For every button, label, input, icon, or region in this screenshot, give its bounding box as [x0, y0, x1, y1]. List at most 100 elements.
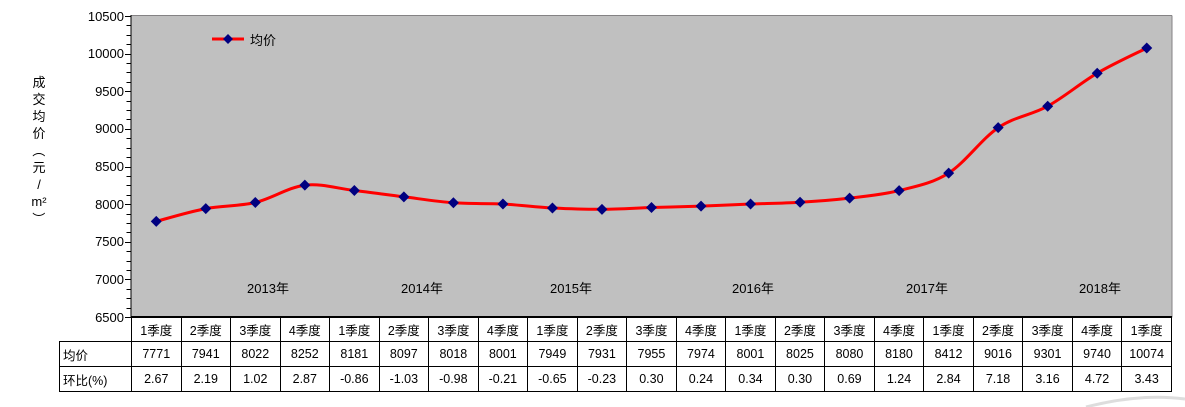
table-value-cell: -0.98 [428, 366, 479, 392]
table-value-cell: 8080 [824, 341, 875, 367]
quarter-header-cell: 1季度 [131, 316, 182, 342]
table-value-cell: 2.19 [180, 366, 232, 392]
quarter-header-cell: 1季度 [527, 316, 578, 342]
data-point-marker [1042, 100, 1054, 112]
quarter-header-cell: 3季度 [824, 316, 875, 342]
table-value-cell: -0.23 [576, 366, 628, 392]
data-point-marker [249, 196, 261, 208]
table-corner-cell [60, 317, 132, 342]
data-point-marker [844, 192, 856, 204]
table-value-cell: -1.03 [378, 366, 430, 392]
table-value-cell: 1.24 [873, 366, 925, 392]
y-tick-label: 9500 [95, 83, 124, 99]
table-value-cell: 8018 [428, 341, 479, 367]
quarter-header-cell: 4季度 [477, 316, 529, 342]
quarter-header-cell: 4季度 [279, 316, 331, 342]
table-value-cell: 2.84 [923, 366, 974, 392]
quarter-header-cell: 2季度 [180, 316, 232, 342]
data-point-marker [596, 203, 608, 215]
quarter-header-cell: 2季度 [576, 316, 628, 342]
quarter-header-cell: 2季度 [774, 316, 826, 342]
table-value-cell: 8181 [329, 341, 380, 367]
legend-label: 均价 [250, 32, 277, 48]
quarter-header-cell: 1季度 [329, 316, 380, 342]
y-axis-title-char: ） [31, 211, 47, 226]
table-value-cell: 0.30 [626, 366, 677, 392]
table-value-cell: 7931 [576, 341, 628, 367]
quarter-header-cell: 1季度 [923, 316, 974, 342]
quarter-header-cell: 1季度 [725, 316, 776, 342]
table-row: 环比(%) 2.67 2.19 1.02 2.87 -0.86 -1.03 -0.98 -0.2… [59, 366, 1172, 392]
data-point-marker [646, 202, 657, 214]
year-label: 2013年 [247, 281, 289, 296]
y-axis-title-char: 交 [32, 92, 46, 107]
data-point-marker [200, 203, 212, 215]
y-axis-title-char: 均 [32, 109, 46, 124]
year-label: 2018年 [1079, 281, 1121, 296]
quarter-header-cell: 2季度 [378, 316, 430, 342]
table-value-cell: 9301 [1022, 341, 1073, 367]
table-value-cell: 7.18 [972, 366, 1024, 392]
quarter-header-cell: 3季度 [626, 316, 677, 342]
table-value-cell: 10074 [1121, 341, 1172, 367]
quarter-header-cell: 4季度 [675, 316, 727, 342]
y-tick-label: 7500 [95, 234, 124, 250]
y-axis-title-char: m² [31, 194, 47, 209]
table-value-cell: -0.65 [527, 366, 578, 392]
table-value-cell: 8097 [378, 341, 430, 367]
table-value-cell: 3.16 [1022, 366, 1073, 392]
table-row: 均价 7771 7941 8022 8252 8181 8097 8018 8001 7949 79… [59, 341, 1172, 367]
table-value-cell: 1.02 [230, 366, 281, 392]
y-axis-title-char: （ [31, 143, 47, 158]
table-value-cell: 3.43 [1121, 366, 1172, 392]
y-axis-title: 成交均价 （ 元 / m² ） [26, 74, 52, 227]
table-value-cell: 7941 [180, 341, 232, 367]
quarter-header-cell: 4季度 [873, 316, 925, 342]
table-value-cell: 7949 [527, 341, 578, 367]
table-value-cell: 8001 [725, 341, 776, 367]
y-tick-label: 9000 [95, 121, 124, 137]
y-tick-label: 8000 [95, 196, 124, 212]
data-point-marker [1091, 67, 1103, 79]
data-point-marker [745, 198, 757, 210]
table-value-cell: 0.24 [675, 366, 727, 392]
data-point-marker [497, 198, 509, 210]
data-point-marker [299, 179, 311, 191]
data-point-marker [943, 167, 955, 179]
y-axis-title-char: 价 [32, 126, 46, 141]
table-value-cell: 0.30 [774, 366, 826, 392]
quarter-header-cell: 2季度 [972, 316, 1024, 342]
y-tick-label: 8500 [95, 159, 124, 174]
y-tick-label: 10000 [87, 46, 124, 62]
table-value-cell: 2.67 [131, 366, 182, 392]
y-tick-label: 7000 [95, 271, 124, 287]
row-label-qoq-pct: 环比(%) [59, 366, 132, 392]
y-tick-label: 10500 [87, 8, 124, 24]
table-value-cell: 8412 [923, 341, 974, 367]
data-point-marker [794, 196, 806, 208]
data-point-marker [893, 185, 905, 197]
data-table: 1季度 2季度 3季度 4季度 1季度 2季度 3季度 4季度 1季度 2季度 3季度 4季度 1季度 2… [59, 316, 1172, 392]
table-value-cell: 2.87 [279, 366, 331, 392]
data-point-marker [695, 200, 707, 212]
quarter-header-cell: 1季度 [1121, 316, 1172, 342]
data-point-marker [398, 191, 410, 203]
table-value-cell: 7974 [675, 341, 727, 367]
y-axis-title-char: 成 [32, 75, 46, 90]
table-value-cell: 8180 [873, 341, 925, 367]
year-label: 2015年 [550, 281, 592, 296]
data-point-marker [348, 185, 360, 197]
legend-marker-icon [212, 34, 244, 44]
legend: 均价 [211, 30, 276, 48]
table-value-cell: 8001 [477, 341, 529, 367]
y-tick-label: 6500 [95, 309, 124, 325]
table-value-cell: 4.72 [1071, 366, 1123, 392]
table-value-cell: 9016 [972, 341, 1024, 367]
table-value-cell: 9740 [1071, 341, 1123, 367]
table-header-row: 1季度 2季度 3季度 4季度 1季度 2季度 3季度 4季度 1季度 2季度 3季度 4季度 1季度 2… [60, 316, 1172, 342]
table-value-cell: 8252 [279, 341, 331, 367]
data-point-marker [150, 215, 162, 227]
y-axis-title-char: 元 [32, 160, 46, 175]
